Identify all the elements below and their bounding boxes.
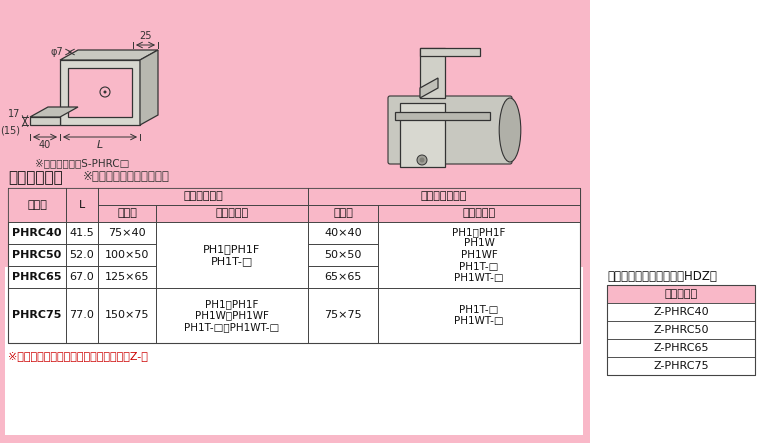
Bar — [607, 303, 755, 321]
Bar — [308, 205, 378, 222]
Bar — [607, 321, 755, 339]
Text: 150×75: 150×75 — [105, 311, 149, 320]
Text: Z-PHRC50: Z-PHRC50 — [653, 325, 708, 335]
Polygon shape — [420, 48, 445, 98]
Polygon shape — [140, 50, 158, 125]
Text: 75×75: 75×75 — [324, 311, 362, 320]
Ellipse shape — [499, 98, 521, 162]
Bar — [590, 0, 770, 443]
Text: PH1、PH1F
PH1T-□: PH1、PH1F PH1T-□ — [203, 244, 260, 266]
Text: パイラック: パイラック — [216, 209, 249, 218]
Text: φ7: φ7 — [50, 47, 63, 57]
Circle shape — [103, 90, 106, 93]
Text: 41.5: 41.5 — [69, 228, 95, 238]
Bar — [156, 205, 308, 222]
Text: 50×50: 50×50 — [324, 250, 362, 260]
Bar — [8, 188, 580, 343]
Text: 40: 40 — [38, 140, 51, 150]
Text: サイズ: サイズ — [117, 209, 137, 218]
Text: 67.0: 67.0 — [69, 272, 95, 282]
Text: PHRC50: PHRC50 — [12, 250, 62, 260]
Text: 溶融亜鱛めっき仕上げ（HDZ）: 溶融亜鱛めっき仕上げ（HDZ） — [607, 270, 717, 283]
FancyBboxPatch shape — [388, 96, 512, 164]
Polygon shape — [30, 107, 78, 117]
Bar — [308, 188, 580, 205]
Text: 17: 17 — [8, 109, 20, 119]
Bar — [98, 205, 156, 222]
Bar — [5, 267, 583, 435]
Polygon shape — [420, 78, 438, 98]
Polygon shape — [420, 48, 480, 56]
Bar — [66, 188, 98, 222]
Text: Z-PHRC75: Z-PHRC75 — [653, 361, 709, 371]
Text: 77.0: 77.0 — [69, 311, 95, 320]
Text: PH1T-□
PH1WT-□: PH1T-□ PH1WT-□ — [454, 305, 504, 326]
Text: ※溶融亜鱛めっき仕上げは、品番の頭にZ-付: ※溶融亜鱛めっき仕上げは、品番の頭にZ-付 — [8, 351, 148, 361]
Text: 適合みぞ形鉢: 適合みぞ形鉢 — [183, 191, 223, 202]
Text: 適合等辺山形鉢: 適合等辺山形鉢 — [421, 191, 467, 202]
Polygon shape — [60, 50, 158, 60]
Bar — [378, 205, 580, 222]
Text: Z-PHRC65: Z-PHRC65 — [653, 343, 708, 353]
Text: L: L — [79, 200, 85, 210]
Text: パイラック: パイラック — [463, 209, 496, 218]
Bar — [607, 339, 755, 357]
Bar — [607, 285, 755, 303]
Circle shape — [420, 158, 424, 163]
Text: 40×40: 40×40 — [324, 228, 362, 238]
Text: PHRC65: PHRC65 — [12, 272, 62, 282]
Bar — [8, 188, 66, 222]
Polygon shape — [395, 112, 490, 120]
Text: 52.0: 52.0 — [69, 250, 95, 260]
Text: PHRC40: PHRC40 — [12, 228, 62, 238]
Circle shape — [417, 155, 427, 165]
Text: 65×65: 65×65 — [324, 272, 362, 282]
Text: 品　番: 品 番 — [27, 200, 47, 210]
Text: ご注文品番: ご注文品番 — [665, 289, 698, 299]
Polygon shape — [30, 117, 60, 125]
Bar — [0, 0, 590, 443]
Polygon shape — [60, 60, 140, 125]
Bar — [607, 285, 755, 375]
Bar — [607, 357, 755, 375]
Polygon shape — [400, 103, 445, 167]
Text: PH1、PH1F
PH1W、PH1WF
PH1T-□、PH1WT-□: PH1、PH1F PH1W、PH1WF PH1T-□、PH1WT-□ — [184, 299, 280, 332]
Polygon shape — [68, 68, 132, 117]
Text: ※（　）寸法はS-PHRC□: ※（ ）寸法はS-PHRC□ — [35, 158, 129, 168]
Text: サイズ: サイズ — [333, 209, 353, 218]
Text: PH1、PH1F
PH1W
PH1WF
PH1T-□
PH1WT-□: PH1、PH1F PH1W PH1WF PH1T-□ PH1WT-□ — [452, 227, 506, 283]
Text: Z-PHRC40: Z-PHRC40 — [653, 307, 709, 317]
Text: PHRC75: PHRC75 — [12, 311, 62, 320]
Text: (15): (15) — [0, 125, 20, 135]
Bar — [98, 188, 308, 205]
Text: 75×40: 75×40 — [109, 228, 146, 238]
Text: 125×65: 125×65 — [105, 272, 149, 282]
Text: 寸法・適合表: 寸法・適合表 — [8, 170, 62, 185]
Text: 25: 25 — [139, 31, 152, 41]
Text: L: L — [97, 140, 103, 150]
Text: ※ステンレス鉢仕様も同様: ※ステンレス鉢仕様も同様 — [83, 170, 170, 183]
Text: 100×50: 100×50 — [105, 250, 149, 260]
